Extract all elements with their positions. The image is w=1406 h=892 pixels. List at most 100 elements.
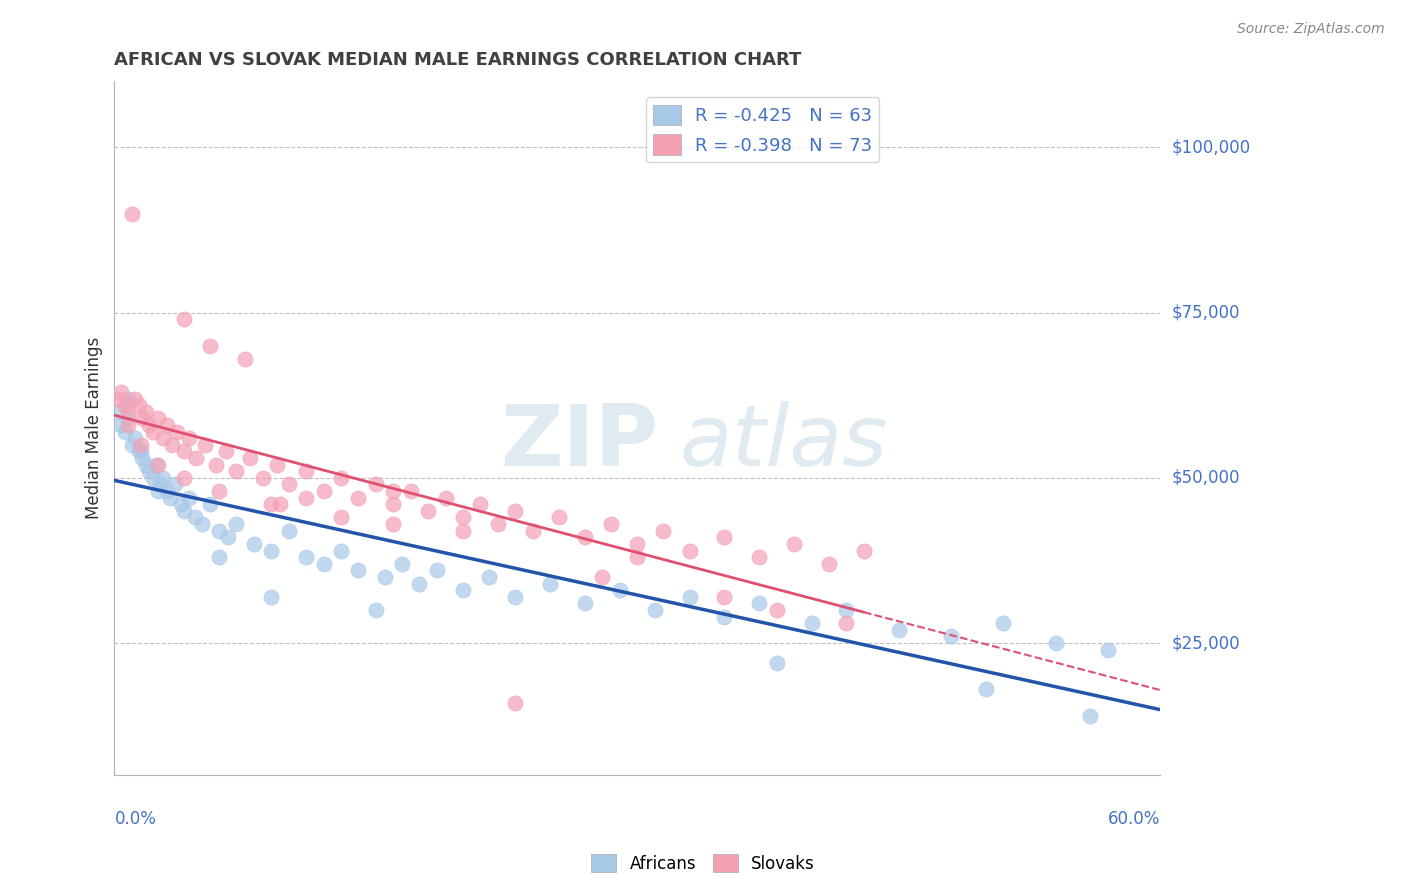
Point <box>547 510 569 524</box>
Point <box>166 425 188 439</box>
Point <box>124 392 146 406</box>
Point <box>765 603 787 617</box>
Text: atlas: atlas <box>679 401 887 483</box>
Point <box>503 590 526 604</box>
Point <box>800 616 823 631</box>
Point <box>121 206 143 220</box>
Point <box>835 603 858 617</box>
Point <box>269 497 291 511</box>
Point <box>200 497 222 511</box>
Point <box>138 464 160 478</box>
Point <box>374 570 396 584</box>
Point <box>277 524 299 538</box>
Point <box>215 444 238 458</box>
Point <box>233 351 256 366</box>
Point <box>128 444 150 458</box>
Point <box>644 603 666 617</box>
Text: Source: ZipAtlas.com: Source: ZipAtlas.com <box>1237 22 1385 37</box>
Point <box>252 471 274 485</box>
Point <box>391 557 413 571</box>
Point <box>347 491 370 505</box>
Text: AFRICAN VS SLOVAK MEDIAN MALE EARNINGS CORRELATION CHART: AFRICAN VS SLOVAK MEDIAN MALE EARNINGS C… <box>114 51 801 69</box>
Point <box>330 543 353 558</box>
Point <box>382 497 405 511</box>
Point <box>110 384 132 399</box>
Point <box>600 517 623 532</box>
Point <box>451 524 474 538</box>
Point <box>131 411 153 425</box>
Point <box>330 510 353 524</box>
Point <box>713 609 735 624</box>
Point <box>713 590 735 604</box>
Point <box>503 696 526 710</box>
Point <box>260 590 283 604</box>
Point <box>156 484 179 499</box>
Point <box>678 543 700 558</box>
Point <box>295 550 318 565</box>
Point <box>121 438 143 452</box>
Text: ZIP: ZIP <box>501 401 658 483</box>
Point <box>426 563 449 577</box>
Point <box>117 392 139 406</box>
Point <box>1045 636 1067 650</box>
Point <box>312 484 335 499</box>
Point <box>135 405 157 419</box>
Text: 0.0%: 0.0% <box>114 810 156 828</box>
Point <box>142 471 165 485</box>
Point <box>887 623 910 637</box>
Point <box>135 458 157 472</box>
Point <box>173 504 195 518</box>
Point <box>451 510 474 524</box>
Point <box>312 557 335 571</box>
Point <box>470 497 492 511</box>
Point <box>129 438 152 452</box>
Point <box>451 583 474 598</box>
Point <box>173 312 195 326</box>
Point <box>138 417 160 432</box>
Point <box>1097 642 1119 657</box>
Point <box>179 491 201 505</box>
Point <box>591 570 613 584</box>
Point <box>243 537 266 551</box>
Text: $100,000: $100,000 <box>1171 138 1250 156</box>
Point <box>748 596 770 610</box>
Point <box>783 537 806 551</box>
Point <box>225 517 247 532</box>
Point <box>503 504 526 518</box>
Point <box>208 550 231 565</box>
Point <box>748 550 770 565</box>
Point <box>538 576 561 591</box>
Legend: Africans, Slovaks: Africans, Slovaks <box>585 847 821 880</box>
Point <box>117 411 139 425</box>
Point <box>713 530 735 544</box>
Point <box>418 504 440 518</box>
Point <box>152 431 174 445</box>
Point <box>145 458 167 472</box>
Point <box>114 398 136 412</box>
Point <box>165 477 187 491</box>
Point <box>169 497 191 511</box>
Point <box>574 530 596 544</box>
Point <box>107 405 129 419</box>
Point <box>652 524 675 538</box>
Point <box>208 524 231 538</box>
Legend: R = -0.425   N = 63, R = -0.398   N = 73: R = -0.425 N = 63, R = -0.398 N = 73 <box>647 97 879 162</box>
Text: 60.0%: 60.0% <box>1108 810 1160 828</box>
Point <box>186 450 208 465</box>
Point <box>110 417 132 432</box>
Point <box>678 590 700 604</box>
Point <box>1080 708 1102 723</box>
Y-axis label: Median Male Earnings: Median Male Earnings <box>86 337 103 519</box>
Point <box>183 510 205 524</box>
Point <box>626 550 648 565</box>
Point <box>156 417 179 432</box>
Point <box>974 682 997 697</box>
Point <box>364 477 387 491</box>
Point <box>609 583 631 598</box>
Point <box>522 524 544 538</box>
Point <box>277 477 299 491</box>
Point <box>382 517 405 532</box>
Point <box>239 450 262 465</box>
Point <box>146 484 169 499</box>
Point <box>260 543 283 558</box>
